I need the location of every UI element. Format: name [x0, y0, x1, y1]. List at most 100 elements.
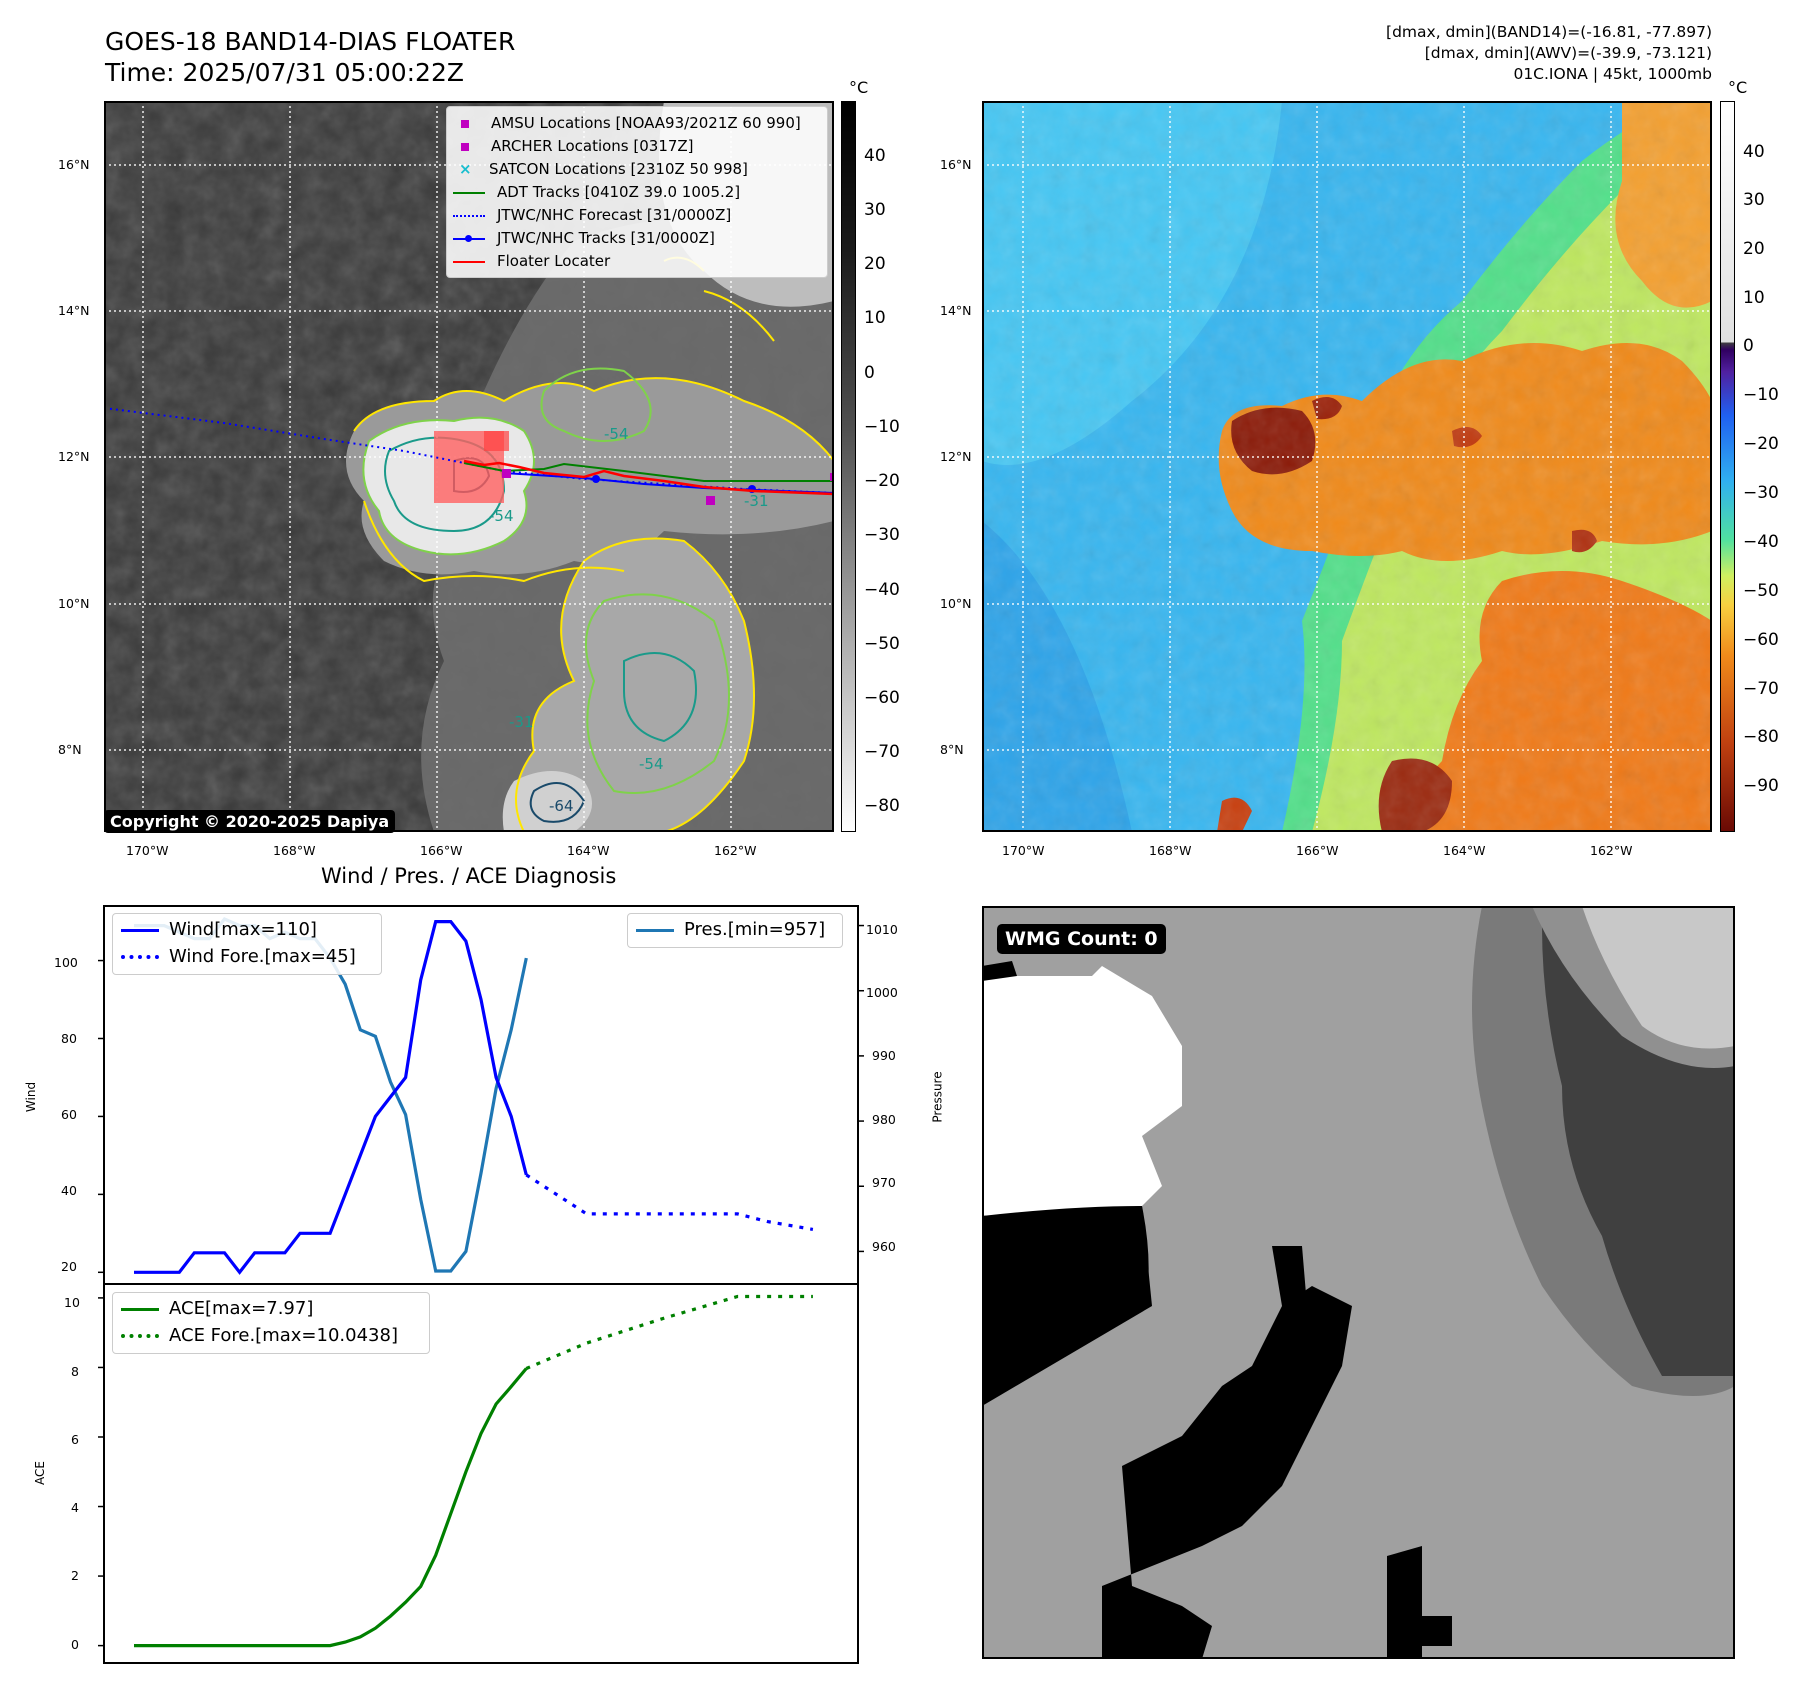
cb-color-tick: −90	[1743, 776, 1779, 796]
line-marker-icon	[453, 191, 485, 194]
lon-label: 168°W	[273, 843, 316, 858]
legend-item-forecast: JTWC/NHC Forecast [31/0000Z]	[453, 206, 731, 224]
line-marker-icon	[121, 928, 159, 932]
cb-gray-tick: 30	[864, 200, 886, 220]
cb-gray-tick: −70	[864, 742, 900, 762]
cb-gray-tick: −30	[864, 525, 900, 545]
ace-tick: 2	[71, 1568, 79, 1583]
ace-line	[134, 1367, 528, 1648]
cb-color-tick: −20	[1743, 434, 1779, 454]
pres-tick: 960	[872, 1239, 896, 1254]
lon-label: 162°W	[1590, 843, 1633, 858]
wind-tick: 40	[61, 1183, 77, 1198]
title-line-2: Time: 2025/07/31 05:00:22Z	[105, 58, 464, 87]
cb-gray-tick: −10	[864, 417, 900, 437]
pres-tick: 1000	[866, 985, 898, 1000]
wind-tick: 60	[61, 1107, 77, 1122]
ace-plot	[98, 1283, 859, 1664]
cb-color-tick: 10	[1743, 288, 1765, 308]
pressure-axis-label: Pressure	[930, 1071, 945, 1123]
lat-label: 12°N	[58, 449, 90, 464]
ace-tick: 10	[64, 1295, 80, 1310]
wind-tick: 20	[61, 1259, 77, 1274]
pres-tick: 990	[872, 1048, 896, 1063]
cb-color-tick: −10	[1743, 385, 1779, 405]
wind-line	[134, 920, 528, 1275]
lat-label: 14°N	[58, 303, 90, 318]
copyright-badge: Copyright © 2020-2025 Dapiya	[104, 810, 396, 833]
line-marker-icon	[636, 928, 674, 932]
lat-label: 16°N	[58, 157, 90, 172]
legend-ace: ACE[max=7.97]	[121, 1298, 313, 1319]
ace-axis-label: ACE	[32, 1461, 47, 1485]
line-marker-icon	[453, 260, 485, 263]
cb-gray-tick: −80	[864, 796, 900, 816]
ace-legend: ACE[max=7.97] ACE Fore.[max=10.0438]	[112, 1292, 430, 1354]
wmg-panel	[982, 906, 1735, 1659]
contour-label: -31	[744, 492, 769, 510]
legend-wind-forecast: Wind Fore.[max=45]	[121, 946, 356, 967]
ace-tick: 6	[71, 1432, 79, 1447]
cb-color-tick: 0	[1743, 336, 1754, 356]
stats-line-2: [dmax, dmin](AWV)=(-39.9, -73.121)	[1424, 44, 1712, 62]
lon-label: 166°W	[420, 843, 463, 858]
ace-forecast-line	[525, 1294, 813, 1370]
colorbar-gray-unit: °C	[849, 78, 869, 97]
lon-label: 168°W	[1149, 843, 1192, 858]
wind-legend: Wind[max=110] Wind Fore.[max=45]	[112, 913, 382, 975]
legend-item-floater: Floater Locater	[453, 252, 610, 270]
lat-label: 8°N	[58, 742, 82, 757]
legend-item-tracks: JTWC/NHC Tracks [31/0000Z]	[453, 229, 715, 247]
figure-title: GOES-18 BAND14-DIAS FLOATER Time: 2025/0…	[105, 26, 515, 88]
ace-tick: 4	[71, 1500, 79, 1515]
square-marker-icon	[461, 142, 469, 151]
ace-tick: 8	[71, 1364, 79, 1379]
contour-label: -54	[489, 507, 514, 525]
cb-color-tick: −30	[1743, 483, 1779, 503]
map-legend: AMSU Locations [NOAA93/2021Z 60 990] ARC…	[446, 106, 828, 278]
wind-forecast-line	[525, 1173, 814, 1231]
dotted-line-icon	[453, 214, 485, 217]
cb-gray-tick: 20	[864, 254, 886, 274]
cb-color-tick: 40	[1743, 142, 1765, 162]
square-marker-icon	[461, 119, 469, 128]
cb-gray-tick: −60	[864, 688, 900, 708]
line-dot-marker-icon	[453, 234, 485, 242]
lon-label: 164°W	[1443, 843, 1486, 858]
ace-tick: 0	[71, 1637, 79, 1652]
lat-label: 10°N	[940, 596, 972, 611]
legend-ace-forecast: ACE Fore.[max=10.0438]	[121, 1325, 398, 1346]
lat-label: 10°N	[58, 596, 90, 611]
line-marker-icon	[121, 1307, 159, 1311]
cb-gray-tick: −50	[864, 634, 900, 654]
lon-label: 164°W	[567, 843, 610, 858]
legend-item-amsu: AMSU Locations [NOAA93/2021Z 60 990]	[461, 114, 801, 132]
diag-chart	[98, 905, 864, 1664]
lat-label: 8°N	[940, 742, 964, 757]
lon-label: 166°W	[1296, 843, 1339, 858]
wind-tick: 80	[61, 1031, 77, 1046]
lat-label: 12°N	[940, 449, 972, 464]
cb-gray-tick: 40	[864, 146, 886, 166]
dotted-line-icon	[121, 955, 159, 959]
cb-gray-tick: 0	[864, 363, 875, 383]
ir-map-panel: -54 -54 -31 -31 -54 -64 AMSU Locations […	[104, 101, 834, 832]
title-line-1: GOES-18 BAND14-DIAS FLOATER	[105, 27, 516, 56]
legend-item-archer: ARCHER Locations [0317Z]	[461, 137, 694, 155]
cb-color-tick: 20	[1743, 239, 1765, 259]
legend-pressure: Pres.[min=957]	[636, 919, 825, 940]
pres-tick: 1010	[866, 922, 898, 937]
cb-gray-tick: −20	[864, 471, 900, 491]
contour-label: -54	[639, 755, 664, 773]
ace-axes-frame	[103, 1283, 859, 1664]
pres-tick: 970	[872, 1175, 896, 1190]
contour-label: -64	[549, 797, 574, 815]
legend-wind: Wind[max=110]	[121, 919, 317, 940]
wind-tick: 100	[54, 955, 78, 970]
contour-label: -54	[604, 425, 629, 443]
stats-line-3: 01C.IONA | 45kt, 1000mb	[1513, 65, 1712, 83]
legend-item-satcon: × SATCON Locations [2310Z 50 998]	[459, 160, 748, 178]
x-marker-icon: ×	[459, 160, 472, 178]
cb-color-tick: −40	[1743, 532, 1779, 552]
cb-gray-tick: −40	[864, 580, 900, 600]
